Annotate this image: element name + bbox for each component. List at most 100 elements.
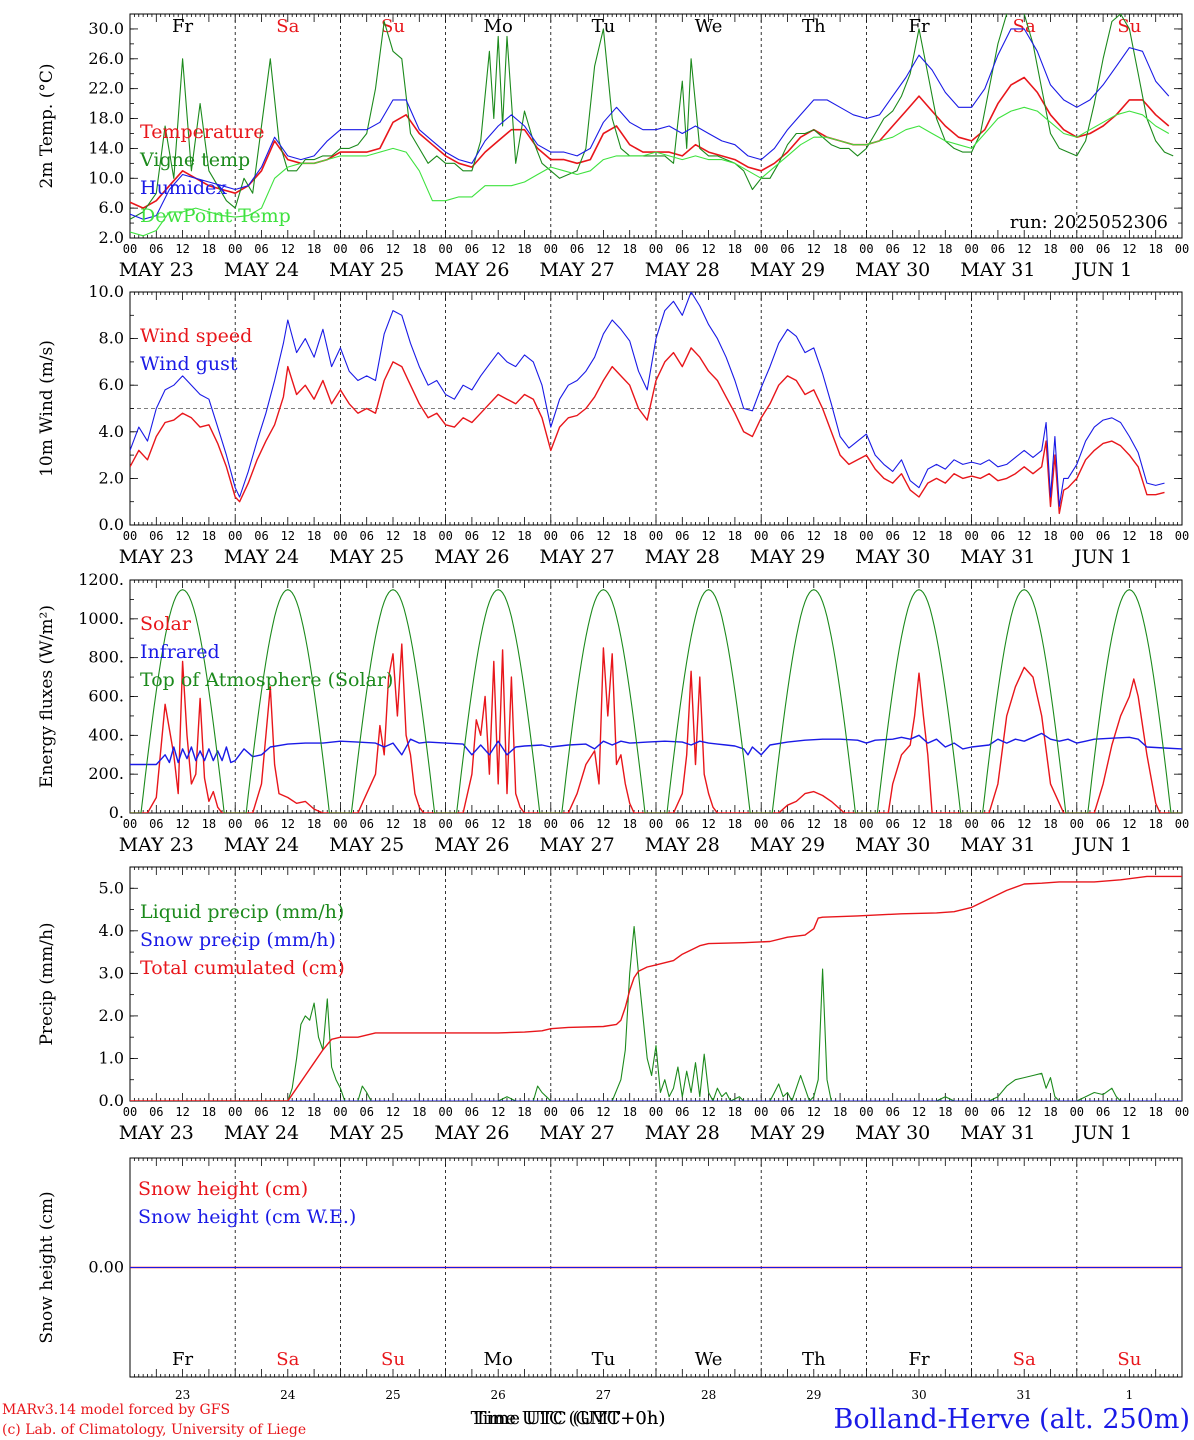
y-tick-label: 0.0 <box>99 515 124 534</box>
y-tick-label: 3.0 <box>99 963 124 982</box>
x-date-label: MAY 27 <box>540 546 615 568</box>
x-hour-label: 18 <box>202 817 216 831</box>
x-hour-label: 18 <box>622 817 636 831</box>
legend-entry: Solar <box>140 613 192 635</box>
x-hour-label: 00 <box>544 529 558 543</box>
x-hour-label: 12 <box>1017 242 1031 256</box>
y-tick-label: 8.0 <box>99 329 124 348</box>
panel-precip: 0.0 1.0 2.0 3.0 4.0 5.0 Precip (mm/h) 00 06 12 18 0… <box>37 866 1189 1144</box>
x-hour-label: 06 <box>1096 529 1110 543</box>
x-hour-label: 18 <box>938 242 952 256</box>
x-date-label: MAY 30 <box>855 546 930 568</box>
x-hour-label: 00 <box>964 817 978 831</box>
x-hour-label: 06 <box>254 529 268 543</box>
x-hour-label: 06 <box>780 817 794 831</box>
x-date-label: MAY 24 <box>224 546 299 568</box>
x-hour-label: 12 <box>175 1105 189 1119</box>
x-hour-label: 18 <box>938 1105 952 1119</box>
x-hour-label: 18 <box>412 529 426 543</box>
series-top-of-atmosphere-solar- <box>130 589 1182 813</box>
series-solar <box>130 643 1182 813</box>
y-tick-label: 4.0 <box>99 921 124 940</box>
x-hour-label: 12 <box>175 529 189 543</box>
x-hour-label: 18 <box>833 529 847 543</box>
day-number: 1 <box>1126 1388 1134 1402</box>
x-hour-label: 12 <box>491 529 505 543</box>
x-hour-label: 12 <box>386 242 400 256</box>
model-credit-line1: MARv3.14 model forced by GFS <box>2 1402 230 1418</box>
model-credit-line2: (c) Lab. of Climatology, University of L… <box>2 1422 306 1438</box>
y-tick-label: 22.0 <box>88 79 124 98</box>
x-hour-label: 06 <box>359 817 373 831</box>
x-hour-label: 06 <box>570 817 584 831</box>
x-hour-label: 12 <box>596 1105 610 1119</box>
x-hour-label: 18 <box>1043 242 1057 256</box>
x-hour-label: 12 <box>491 242 505 256</box>
day-number: 24 <box>280 1388 296 1402</box>
x-hour-label: 18 <box>202 242 216 256</box>
series-dewpoint-temp <box>130 106 1170 237</box>
y-tick-label: 5.0 <box>99 878 124 897</box>
x-hour-label: 00 <box>1175 1105 1189 1119</box>
y-axis-label: 10m Wind (m/s) <box>37 340 57 477</box>
x-date-label: MAY 29 <box>750 546 825 568</box>
series-infrared <box>130 732 1182 766</box>
x-hour-label: 18 <box>307 817 321 831</box>
panel-wind: 0.0 2.0 4.0 6.0 8.0 10.0 10m Wind (m/s) 00 06 12 1… <box>37 282 1189 568</box>
x-hour-label: 00 <box>754 242 768 256</box>
series-wind-speed <box>130 347 1165 515</box>
x-date-label: MAY 27 <box>540 834 615 856</box>
y-tick-label: 1.0 <box>99 1048 124 1067</box>
x-hour-label: 18 <box>517 1105 531 1119</box>
x-hour-label: 18 <box>307 1105 321 1119</box>
x-hour-label: 06 <box>254 1105 268 1119</box>
x-date-label: MAY 30 <box>855 834 930 856</box>
x-hour-label: 12 <box>386 1105 400 1119</box>
x-date-label: JUN 1 <box>1072 834 1132 856</box>
x-hour-label: 06 <box>885 817 899 831</box>
x-hour-label: 06 <box>149 1105 163 1119</box>
x-hour-label: 00 <box>228 1105 242 1119</box>
x-date-label: JUN 1 <box>1072 546 1132 568</box>
x-hour-label: 00 <box>123 529 137 543</box>
x-date-label: MAY 30 <box>855 1122 930 1144</box>
legend-entry: Top of Atmosphere (Solar) <box>140 669 393 691</box>
run-label: run: 2025052306 <box>1010 212 1168 233</box>
series-group <box>130 14 1174 237</box>
x-hour-label: 06 <box>1096 817 1110 831</box>
chart-panels: 2.06.010.014.018.022.026.030.02m Temp. (… <box>37 13 1189 1402</box>
day-number: 25 <box>385 1388 400 1402</box>
legend-entry: Temperature <box>140 121 264 143</box>
x-date-label: MAY 24 <box>224 834 299 856</box>
x-date-label: MAY 24 <box>224 259 299 281</box>
x-hour-label: 06 <box>1096 1105 1110 1119</box>
x-hour-label: 12 <box>701 1105 715 1119</box>
x-hour-label: 00 <box>438 529 452 543</box>
day-number: 23 <box>175 1388 190 1402</box>
legend-entry: Wind gust <box>140 353 238 375</box>
x-hour-label: 18 <box>622 1105 636 1119</box>
x-date-label: MAY 31 <box>960 546 1035 568</box>
x-hour-label: 18 <box>307 529 321 543</box>
x-hour-label: 00 <box>964 242 978 256</box>
x-hour-label: 06 <box>570 1105 584 1119</box>
x-hour-label: 06 <box>991 817 1005 831</box>
x-hour-label: 12 <box>912 817 926 831</box>
x-hour-label: 06 <box>465 1105 479 1119</box>
x-hour-label: 00 <box>228 242 242 256</box>
x-hour-label: 06 <box>149 242 163 256</box>
x-hour-label: 06 <box>991 242 1005 256</box>
x-hour-label: 18 <box>1148 817 1162 831</box>
x-hour-label: 06 <box>675 529 689 543</box>
x-hour-label: 12 <box>701 242 715 256</box>
x-hour-label: 06 <box>359 529 373 543</box>
series-group <box>130 589 1182 813</box>
x-hour-label: 12 <box>912 529 926 543</box>
x-hour-label: 06 <box>885 242 899 256</box>
x-date-label: MAY 23 <box>119 834 194 856</box>
x-hour-label: 18 <box>412 242 426 256</box>
time-axis-label-overprint: Time UTC (UTC+0h) <box>475 1408 666 1429</box>
x-date-label: MAY 23 <box>119 1122 194 1144</box>
y-tick-label: 0. <box>109 803 124 822</box>
y-tick-label: 10.0 <box>88 168 124 187</box>
